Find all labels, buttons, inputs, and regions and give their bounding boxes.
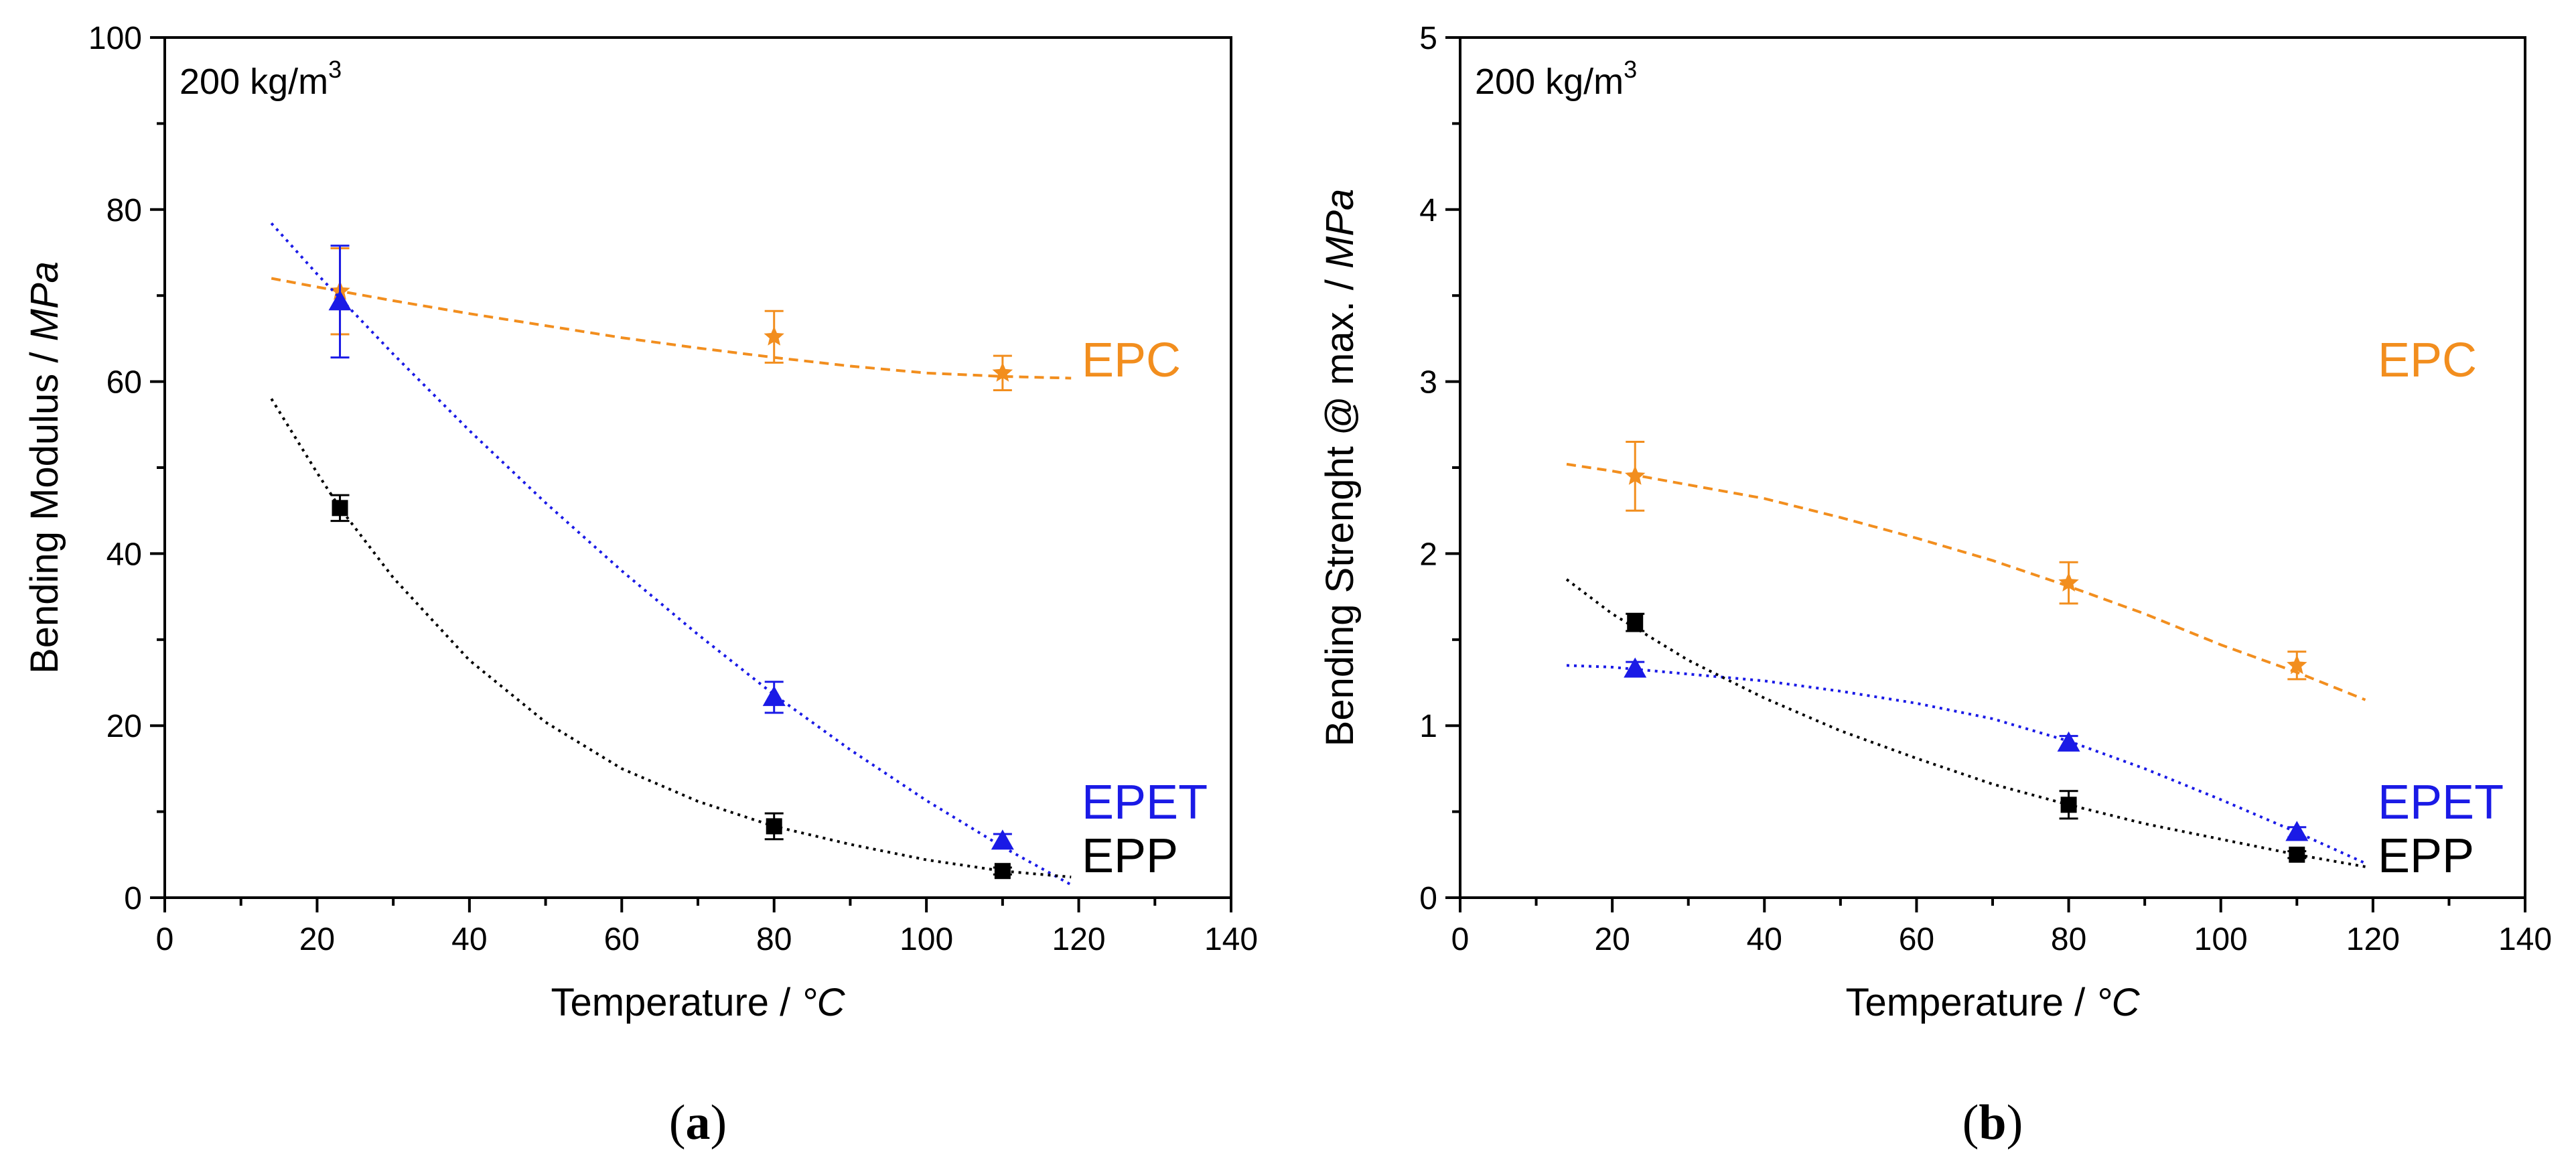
x-axis-title-text: Temperature / bbox=[551, 981, 801, 1024]
x-axis-title-unit: °C bbox=[801, 981, 845, 1024]
y-tick-label: 60 bbox=[106, 365, 142, 401]
panel-caption-b: (b) bbox=[1962, 1095, 2023, 1150]
data-point-epc bbox=[2058, 572, 2079, 592]
x-axis-title: Temperature / °C bbox=[551, 981, 845, 1024]
caption-close-paren: ) bbox=[711, 1095, 727, 1150]
y-tick-label: 100 bbox=[88, 21, 142, 56]
chart-panel-a: 0 20 40 60 80 100 120 140 0 20 40 60 80 100 Temperatur… bbox=[23, 21, 1258, 1150]
x-axis-title: Temperature / °C bbox=[1845, 981, 2140, 1024]
x-tick-label: 40 bbox=[1747, 922, 1782, 957]
series-label-epc: EPC bbox=[2378, 334, 2477, 387]
data-point-epp bbox=[994, 863, 1011, 880]
caption-close-paren: ) bbox=[2007, 1095, 2023, 1150]
density-label-text: 200 kg/m bbox=[180, 62, 328, 102]
series-epet: EPET bbox=[270, 222, 1208, 886]
y-axis-title: Bending Modulus / MPa bbox=[23, 261, 66, 674]
x-tick-label: 80 bbox=[2051, 922, 2086, 957]
x-tick-label: 120 bbox=[1052, 922, 1106, 957]
fit-line-epc bbox=[1566, 462, 2366, 701]
x-tick-label: 60 bbox=[1899, 922, 1934, 957]
fit-line-epp bbox=[1565, 578, 2366, 868]
series-label-epp: EPP bbox=[1082, 829, 1178, 883]
caption-open-paren: ( bbox=[1962, 1095, 1979, 1150]
x-tick-label: 60 bbox=[604, 922, 640, 957]
data-point-epet bbox=[1624, 657, 1647, 678]
series-label-epc: EPC bbox=[1082, 334, 1181, 387]
x-tick-label: 80 bbox=[756, 922, 792, 957]
x-tick-label: 120 bbox=[2346, 922, 2400, 957]
density-label: 200 kg/m3 bbox=[1475, 56, 1637, 102]
y-tick-label: 40 bbox=[106, 537, 142, 572]
y-tick-label: 0 bbox=[1419, 881, 1437, 916]
x-tick-label: 20 bbox=[1594, 922, 1630, 957]
y-tick-label: 3 bbox=[1419, 365, 1437, 401]
data-point-epet bbox=[328, 290, 352, 311]
x-tick-label: 100 bbox=[2194, 922, 2248, 957]
x-tick-label: 0 bbox=[1451, 922, 1470, 957]
y-tick-label: 4 bbox=[1419, 193, 1437, 228]
y-axis-title-text: Bending Strenght @ max. / bbox=[1318, 269, 1362, 746]
x-tick-label: 40 bbox=[451, 922, 487, 957]
y-axis-title-text: Bending Modulus / bbox=[23, 341, 66, 674]
series-epp: EPP bbox=[270, 398, 1178, 883]
y-axis-title: Bending Strenght @ max. / MPa bbox=[1318, 189, 1362, 747]
x-tick-label: 0 bbox=[156, 922, 174, 957]
data-point-epc bbox=[1625, 465, 1646, 485]
data-point-epet bbox=[2057, 731, 2080, 752]
data-point-epet bbox=[2285, 821, 2309, 841]
fit-line-epc bbox=[271, 277, 1072, 380]
caption-open-paren: ( bbox=[669, 1095, 686, 1150]
series-label-epp: EPP bbox=[2378, 829, 2474, 883]
density-label: 200 kg/m3 bbox=[180, 56, 342, 102]
series-epp: EPP bbox=[1565, 578, 2474, 883]
y-tick-label: 80 bbox=[106, 193, 142, 228]
y-axis-title-unit: MPa bbox=[23, 261, 66, 341]
x-tick-label: 140 bbox=[2498, 922, 2552, 957]
data-point-epc bbox=[764, 326, 784, 346]
density-label-text: 200 kg/m bbox=[1475, 62, 1624, 102]
y-tick-label: 5 bbox=[1419, 21, 1437, 56]
series-epc: EPC bbox=[1566, 334, 2477, 701]
caption-letter: b bbox=[1979, 1095, 2006, 1150]
data-point-epp bbox=[2060, 797, 2077, 813]
y-tick-label: 0 bbox=[124, 881, 142, 916]
y-tick-label: 2 bbox=[1419, 537, 1437, 572]
data-point-epet bbox=[991, 829, 1014, 850]
data-point-epc bbox=[2287, 655, 2307, 675]
data-point-epet bbox=[762, 685, 786, 706]
series-label-epet: EPET bbox=[2378, 776, 2504, 829]
density-label-superscript: 3 bbox=[328, 56, 342, 83]
density-label-superscript: 3 bbox=[1624, 56, 1637, 83]
data-point-epc bbox=[992, 362, 1013, 382]
x-tick-label: 140 bbox=[1204, 922, 1258, 957]
panel-caption-a: (a) bbox=[669, 1095, 727, 1150]
x-tick-label: 100 bbox=[900, 922, 953, 957]
series-label-epet: EPET bbox=[1082, 776, 1208, 829]
y-tick-label: 1 bbox=[1419, 709, 1437, 744]
data-point-epp bbox=[2289, 846, 2305, 863]
fit-line-epet bbox=[1566, 664, 2366, 865]
caption-letter: a bbox=[686, 1095, 711, 1150]
x-axis-title-text: Temperature / bbox=[1845, 981, 2096, 1024]
data-point-epp bbox=[766, 818, 782, 835]
x-tick-label: 20 bbox=[299, 922, 335, 957]
y-tick-label: 20 bbox=[106, 709, 142, 744]
chart-panel-b: 0 20 40 60 80 100 120 140 0 1 2 3 4 5 Temperature / °C… bbox=[1318, 21, 2552, 1150]
series-epet: EPET bbox=[1566, 657, 2504, 865]
data-point-epp bbox=[1627, 614, 1644, 631]
data-point-epp bbox=[332, 500, 348, 516]
fit-line-epp bbox=[270, 398, 1072, 879]
y-axis-title-unit: MPa bbox=[1318, 189, 1362, 269]
x-axis-title-unit: °C bbox=[2096, 981, 2140, 1024]
